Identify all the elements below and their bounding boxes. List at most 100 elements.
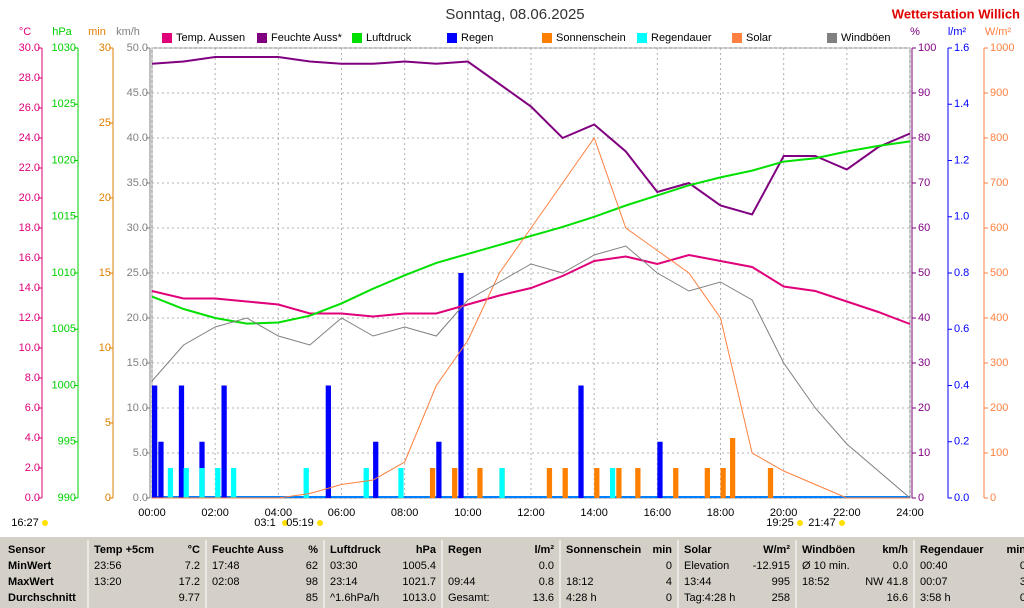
sun-marker [797,520,803,526]
column-unit: hPa [416,544,437,556]
bar [562,468,568,498]
y-tick-label: 22.0 [19,162,40,174]
y-tick-label: 0 [105,492,111,504]
column-unit: min [1006,544,1024,556]
y-tick-label: 20.0 [19,192,40,204]
bar [729,438,736,498]
cell-left: Gesamt: [448,592,490,604]
legend-swatch [732,33,742,43]
legend-label: Windböen [841,32,891,44]
column-title: Regendauer [920,544,984,556]
y-tick-label: 300 [990,357,1008,369]
y-tick-label: 10 [99,342,111,354]
bar [635,468,641,498]
axis-unit: W/m² [985,26,1012,38]
cell-left: 4:28 h [566,592,597,604]
x-tick-label: 02:00 [201,507,229,519]
chart-title: Sonntag, 08.06.2025 [445,6,584,23]
y-tick-label: 0.0 [25,492,40,504]
y-tick-label: 26.0 [19,102,40,114]
y-tick-label: 70 [918,177,930,189]
bar [499,468,505,498]
y-tick-label: 90 [918,87,930,99]
cell-right: NW 41.8 [865,576,908,588]
line [152,136,910,499]
line [151,253,911,325]
bar [178,385,185,498]
cell-right: 1013.0 [402,592,436,604]
bar [167,468,174,498]
annotation: 19:25 [766,517,794,529]
y-tick-label: 30 [99,42,111,54]
y-tick-label: 30.0 [127,222,148,234]
annotation: 21:47 [808,517,836,529]
sun-marker [839,520,845,526]
y-tick-label: 1.4 [954,98,969,110]
y-tick-label: 50 [918,267,930,279]
axis-unit: l/m² [948,26,967,38]
y-tick-label: 1015 [52,211,76,223]
bar [429,468,436,498]
column-unit: W/m² [763,544,790,556]
legend-swatch [257,33,267,43]
cell-right: 98 [306,576,318,588]
axis-unit: hPa [52,26,72,38]
column-title: Temp +5cm [94,544,154,556]
column-title: Luftdruck [330,544,382,556]
cell-right: 0.0 [893,560,908,572]
table-background [0,537,1024,608]
bar [452,468,458,498]
bar [578,385,584,498]
y-tick-label: 0.0 [954,492,969,504]
x-tick-label: 16:00 [644,507,672,519]
y-tick-label: 15.0 [127,357,148,369]
y-tick-label: 50.0 [127,42,148,54]
y-tick-label: 40 [918,312,930,324]
cell-right: 0 [666,592,672,604]
legend-swatch [447,33,457,43]
y-tick-label: 1030 [52,42,76,54]
bar [183,468,189,498]
column-unit: °C [188,544,200,556]
y-tick-label: 12.0 [19,312,40,324]
cell-right: 0 [1020,560,1024,572]
y-tick-label: 16.0 [19,252,40,264]
cell-left: ^1.6hPa/h [330,592,379,604]
cell-right: 1021.7 [402,576,436,588]
x-tick-label: 00:00 [138,507,166,519]
y-tick-label: 80 [918,132,930,144]
cell-left: 13:44 [684,576,712,588]
legend-label: Luftdruck [366,32,412,44]
bar [325,385,331,498]
x-tick-label: 20:00 [770,507,798,519]
axis-unit: % [910,26,920,38]
cell-right: 1005.4 [402,560,436,572]
x-tick-label: 10:00 [454,507,482,519]
y-tick-label: 0.4 [954,379,969,391]
y-tick-label: 30 [918,357,930,369]
column-title: Feuchte Auss [212,544,284,556]
cell-left: 17:48 [212,560,240,572]
y-tick-label: 45.0 [127,87,148,99]
annotation: 03:1 [254,517,275,529]
bar [616,468,622,498]
column-title: Windböen [802,544,855,556]
sun-marker [42,520,48,526]
y-tick-label: 100 [990,447,1008,459]
x-tick-label: 24:00 [896,507,924,519]
y-tick-label: 100 [918,42,936,54]
cell-left: Tag:4:28 h [684,592,735,604]
y-tick-label: 5.0 [133,447,148,459]
bar [303,468,309,498]
x-tick-label: 08:00 [391,507,419,519]
cell-left: Ø 10 min. [802,560,850,572]
cell-right: 4 [666,576,672,588]
row-label: MinWert [8,560,52,572]
cell-right: 13.6 [533,592,554,604]
y-tick-label: 900 [990,87,1008,99]
y-tick-label: 1.6 [954,42,969,54]
y-tick-label: 30.0 [19,42,40,54]
y-tick-label: 28.0 [19,72,40,84]
bar [704,468,710,498]
